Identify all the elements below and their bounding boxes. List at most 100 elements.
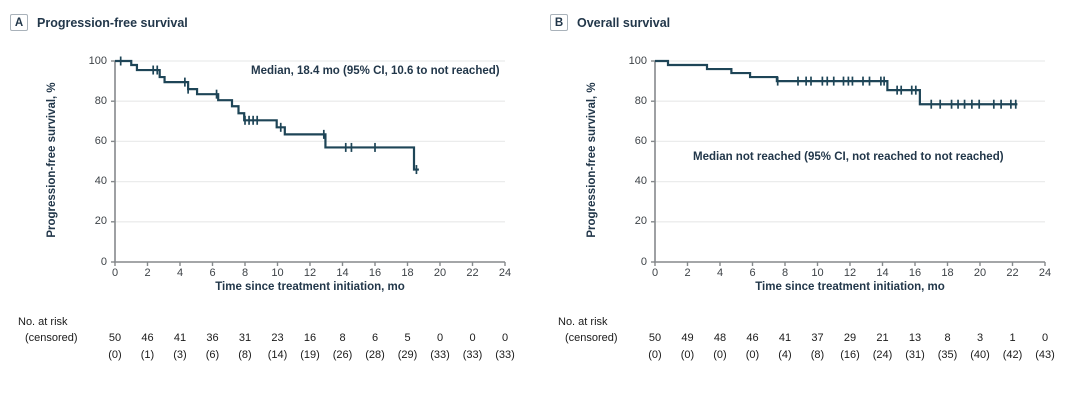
at-risk-count: 13 (908, 332, 922, 344)
at-risk-count: 5 (404, 332, 411, 344)
panel-b-median-annotation: Median not reached (95% CI, not reached … (693, 151, 1004, 163)
censored-count: (8) (238, 349, 252, 361)
censored-count: (19) (300, 349, 320, 361)
panel-b-y-axis-label: Progression-free survival, % (586, 82, 598, 238)
x-tick-label: 0 (111, 267, 119, 279)
x-tick-label: 14 (876, 267, 889, 279)
y-tick-label: 0 (640, 255, 647, 268)
panel-overall-survival: B Overall survival Progression-free surv… (540, 0, 1080, 400)
at-risk-count: 3 (976, 332, 984, 344)
x-tick-label: 14 (336, 267, 349, 279)
at-risk-count: 0 (1041, 332, 1049, 344)
x-tick-label: 24 (1038, 267, 1052, 279)
censored-count: (43) (1035, 349, 1055, 361)
x-tick-label: 10 (811, 267, 824, 279)
censored-count: (1) (140, 349, 155, 361)
at-risk-count: 8 (944, 332, 951, 344)
x-tick-label: 22 (466, 267, 479, 279)
at-risk-count: 0 (436, 332, 444, 344)
at-risk-count: 16 (303, 332, 317, 344)
y-tick-label: 100 (88, 54, 107, 67)
panel-b-censored-header: (censored) (565, 332, 618, 344)
panel-a-header: A Progression-free survival (10, 14, 188, 31)
at-risk-count: 49 (681, 332, 694, 344)
panel-b-risk-table-header: No. at risk (558, 316, 608, 328)
x-tick-label: 4 (716, 267, 724, 279)
x-tick-label: 12 (303, 267, 317, 279)
censored-count: (0) (713, 349, 727, 361)
x-tick-label: 6 (749, 267, 756, 279)
censored-count: (14) (267, 349, 288, 361)
at-risk-count: 6 (371, 332, 379, 344)
censored-count: (3) (173, 349, 187, 361)
x-tick-label: 22 (1006, 267, 1019, 279)
censored-count: (6) (205, 349, 220, 361)
at-risk-count: 0 (469, 332, 476, 344)
x-tick-label: 8 (241, 267, 249, 279)
censored-count: (0) (648, 349, 662, 361)
censored-count: (33) (430, 349, 450, 361)
at-risk-count: 21 (876, 332, 889, 344)
censored-count: (0) (108, 349, 122, 361)
x-tick-label: 6 (209, 267, 216, 279)
at-risk-count: 48 (713, 332, 727, 344)
at-risk-count: 46 (141, 332, 154, 344)
censored-count: (26) (332, 349, 353, 361)
y-tick-label: 100 (628, 54, 647, 67)
censored-count: (0) (745, 349, 760, 361)
censored-count: (35) (937, 349, 958, 361)
censored-count: (29) (397, 349, 418, 361)
x-tick-label: 16 (368, 267, 382, 279)
panel-a-letter-badge: A (10, 14, 28, 31)
censored-count: (40) (970, 349, 990, 361)
censored-count: (33) (462, 349, 483, 361)
panel-b-x-axis-label: Time since treatment initiation, mo (755, 281, 945, 293)
at-risk-count: 37 (811, 332, 824, 344)
x-tick-label: 2 (684, 267, 691, 279)
x-tick-label: 12 (843, 267, 857, 279)
at-risk-count: 29 (843, 332, 857, 344)
at-risk-count: 41 (778, 332, 792, 344)
censored-count: (33) (495, 349, 515, 361)
x-tick-label: 10 (271, 267, 284, 279)
y-tick-label: 40 (634, 175, 647, 188)
x-tick-label: 20 (973, 267, 987, 279)
x-tick-label: 2 (144, 267, 151, 279)
at-risk-count: 46 (746, 332, 759, 344)
y-tick-label: 80 (634, 94, 647, 107)
panel-b-title: Overall survival (577, 15, 671, 30)
panel-b-letter-badge: B (550, 14, 568, 31)
at-risk-count: 8 (339, 332, 346, 344)
y-tick-label: 80 (94, 94, 107, 107)
at-risk-count: 0 (501, 332, 509, 344)
at-risk-count: 36 (206, 332, 219, 344)
panel-a-x-axis-label: Time since treatment initiation, mo (215, 281, 405, 293)
x-tick-label: 20 (433, 267, 447, 279)
censored-count: (42) (1002, 349, 1023, 361)
x-tick-label: 18 (401, 267, 414, 279)
y-tick-label: 20 (634, 215, 647, 228)
panel-a-median-annotation: Median, 18.4 mo (95% CI, 10.6 to not rea… (251, 65, 500, 77)
x-tick-label: 0 (651, 267, 659, 279)
km-plot-b (651, 59, 1046, 266)
censored-count: (16) (840, 349, 860, 361)
x-tick-label: 4 (176, 267, 184, 279)
censored-count: (24) (872, 349, 893, 361)
censored-count: (0) (680, 349, 695, 361)
at-risk-count: 1 (1009, 332, 1016, 344)
at-risk-count: 50 (648, 332, 662, 344)
censored-count: (28) (365, 349, 385, 361)
x-tick-label: 8 (781, 267, 789, 279)
censored-count: (8) (810, 349, 825, 361)
y-tick-label: 60 (94, 134, 107, 147)
at-risk-count: 31 (238, 332, 252, 344)
y-tick-label: 40 (94, 175, 107, 188)
panel-b-header: B Overall survival (550, 14, 670, 31)
panel-a-censored-header: (censored) (25, 332, 78, 344)
y-tick-label: 20 (94, 215, 107, 228)
x-tick-label: 16 (908, 267, 922, 279)
censored-count: (4) (778, 349, 792, 361)
y-tick-label: 60 (634, 134, 647, 147)
panel-a-y-axis-label: Progression-free survival, % (46, 82, 58, 238)
